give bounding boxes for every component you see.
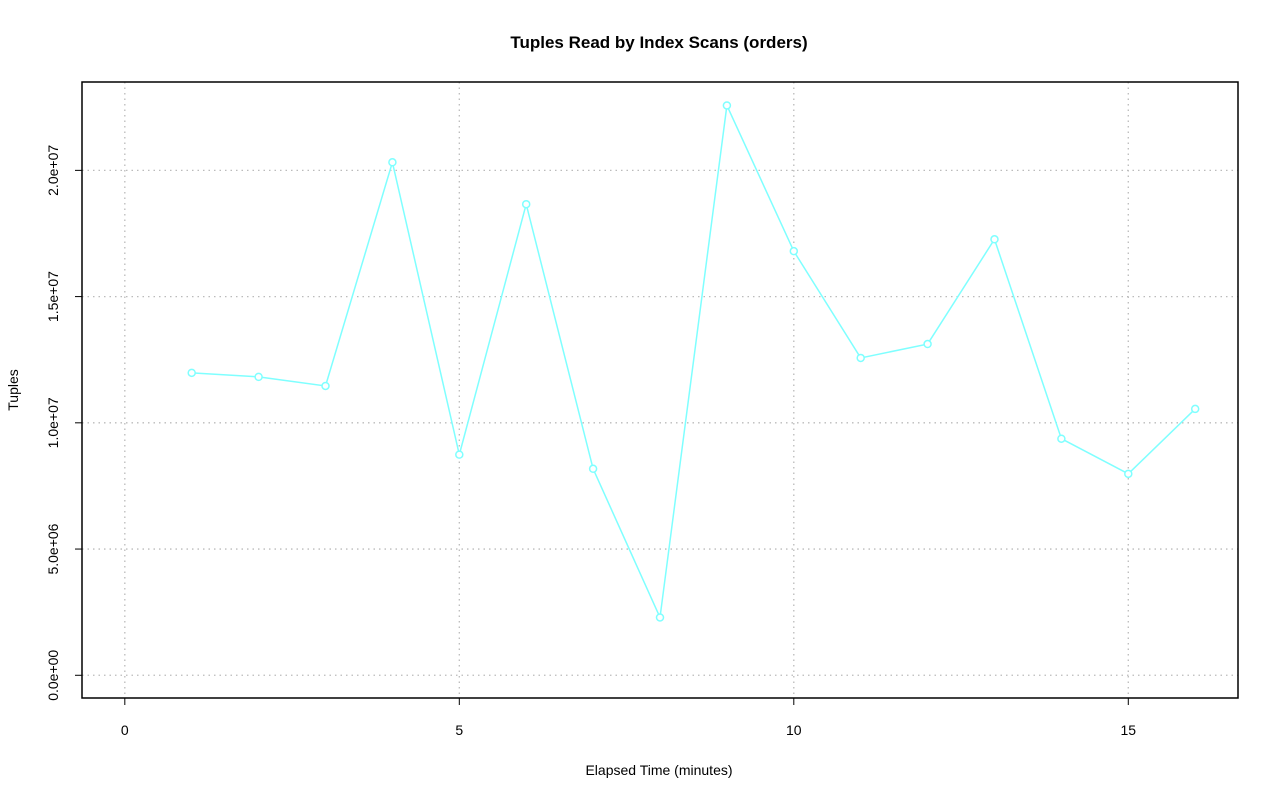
data-point	[1190, 404, 1200, 414]
data-point	[789, 246, 799, 256]
x-tick-label: 0	[121, 722, 129, 738]
y-axis-label: Tuples	[5, 369, 21, 411]
x-tick-label: 15	[1120, 722, 1136, 738]
y-tick-label: 2.0e+07	[45, 145, 61, 196]
data-point	[990, 235, 999, 244]
data-point	[521, 199, 531, 209]
x-tick-label: 10	[786, 722, 802, 738]
y-tick-label: 0.0e+00	[45, 650, 61, 701]
y-tick-label: 1.5e+07	[45, 271, 61, 322]
data-point	[856, 353, 865, 363]
data-point	[722, 101, 732, 110]
data-point	[254, 372, 263, 382]
chart-title: Tuples Read by Index Scans (orders)	[510, 33, 807, 52]
series-line	[191, 102, 1196, 621]
data-point	[388, 158, 397, 167]
data-point	[655, 613, 665, 622]
y-tick-label: 1.0e+07	[45, 397, 61, 448]
x-axis-label: Elapsed Time (minutes)	[585, 762, 732, 778]
data-point	[187, 368, 196, 378]
data-point	[923, 339, 932, 349]
data-point	[1057, 434, 1066, 443]
data-point	[1124, 469, 1133, 479]
x-tick-label: 5	[455, 722, 463, 738]
data-point	[455, 450, 464, 459]
data-point	[588, 464, 598, 474]
y-tick-label: 5.0e+06	[45, 523, 61, 574]
plot-frame	[81, 81, 1239, 699]
data-point	[321, 381, 330, 391]
